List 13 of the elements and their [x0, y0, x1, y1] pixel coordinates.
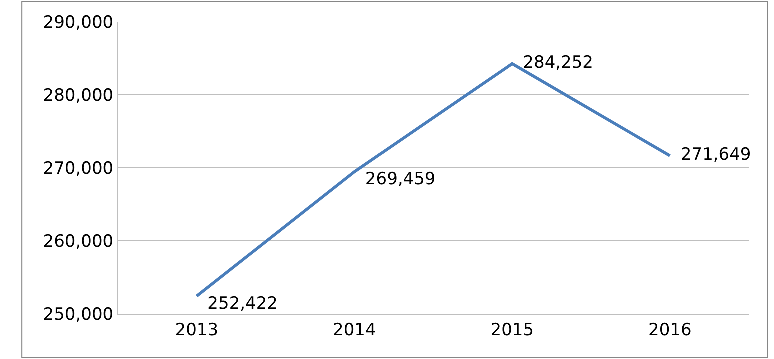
x-tick-label: 2016: [648, 320, 692, 340]
text: 252,422: [208, 294, 278, 314]
text: 269,459: [365, 170, 436, 190]
y-tick-label: 260,000: [43, 232, 114, 252]
x-tick-label: 2013: [175, 320, 219, 340]
y-tick-label: 250,000: [43, 304, 114, 325]
x-tick-label: 2015: [490, 320, 534, 340]
y-tick-label: 290,000: [43, 12, 114, 33]
y-tick-label: 280,000: [43, 86, 114, 106]
text: 271,649: [680, 145, 752, 166]
y-tick-label: 270,000: [43, 158, 114, 179]
x-tick-label: 2014: [332, 320, 376, 340]
text: 284,252: [523, 53, 594, 74]
